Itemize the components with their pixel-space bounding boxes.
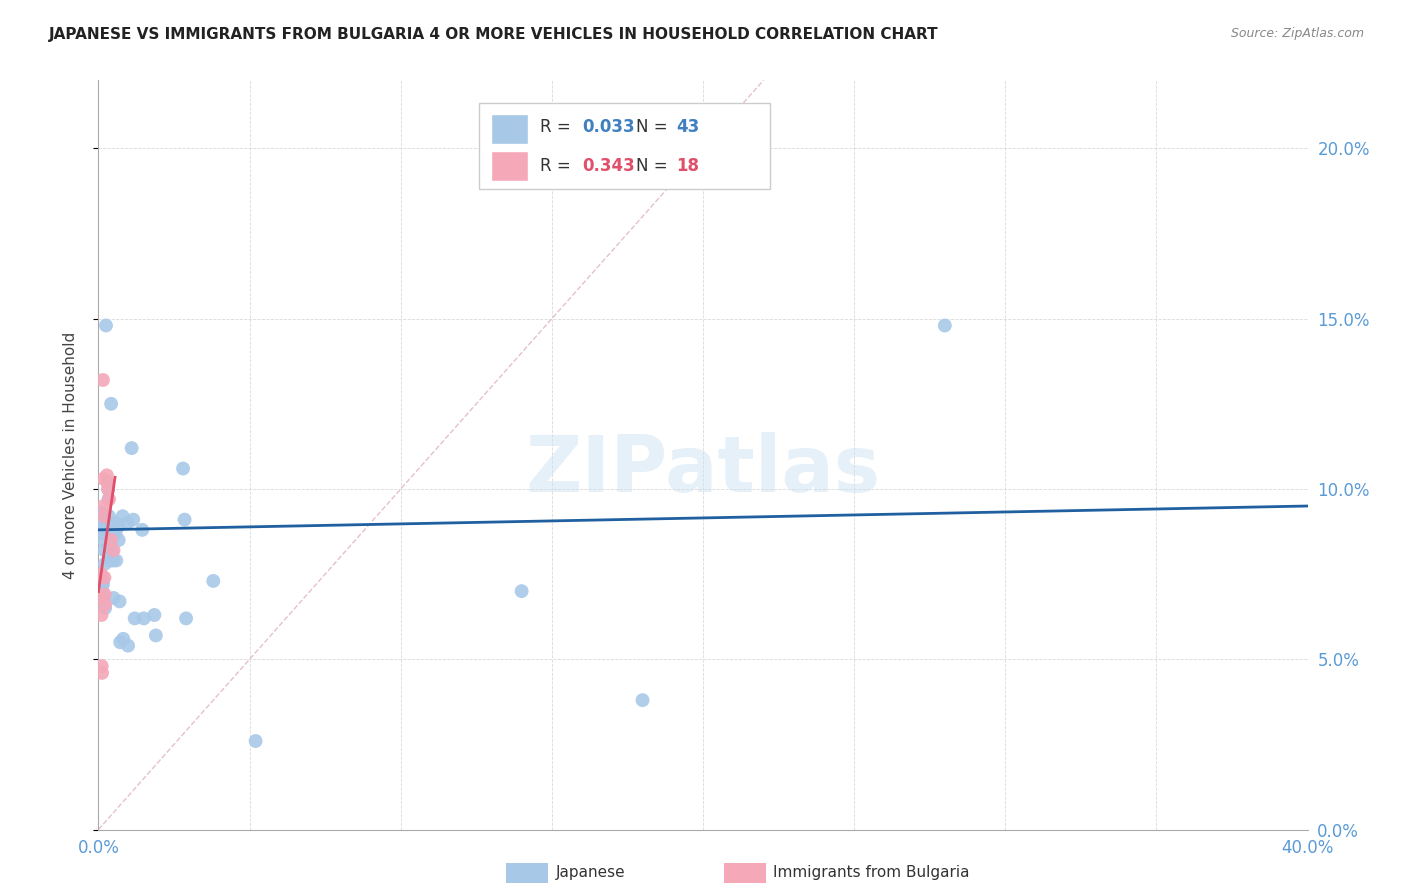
Point bbox=[94, 588, 117, 602]
Point bbox=[90, 607, 112, 622]
FancyBboxPatch shape bbox=[479, 103, 769, 189]
Point bbox=[108, 635, 131, 649]
Point bbox=[510, 584, 533, 599]
Text: 0.033: 0.033 bbox=[582, 119, 634, 136]
Point bbox=[90, 506, 112, 520]
Point bbox=[93, 519, 115, 533]
Point bbox=[107, 519, 129, 533]
Point bbox=[98, 509, 121, 524]
Point bbox=[202, 574, 225, 588]
Point bbox=[98, 492, 121, 507]
Point bbox=[98, 553, 121, 567]
Point bbox=[91, 584, 114, 599]
Point bbox=[96, 468, 118, 483]
Point bbox=[97, 492, 120, 507]
Point bbox=[91, 513, 114, 527]
Point bbox=[122, 513, 145, 527]
Point bbox=[91, 574, 114, 588]
Point bbox=[131, 523, 153, 537]
Point bbox=[90, 513, 112, 527]
Point bbox=[121, 441, 143, 455]
Point bbox=[98, 523, 121, 537]
Point bbox=[245, 734, 267, 748]
Text: Source: ZipAtlas.com: Source: ZipAtlas.com bbox=[1230, 27, 1364, 40]
Point bbox=[91, 577, 114, 591]
Text: Immigrants from Bulgaria: Immigrants from Bulgaria bbox=[773, 865, 970, 880]
Point bbox=[93, 533, 115, 547]
Text: 18: 18 bbox=[676, 158, 699, 176]
Point bbox=[103, 591, 125, 605]
Point bbox=[934, 318, 956, 333]
Point bbox=[93, 509, 115, 524]
Text: N =: N = bbox=[637, 158, 673, 176]
Point bbox=[90, 567, 112, 582]
Point bbox=[94, 601, 117, 615]
Text: JAPANESE VS IMMIGRANTS FROM BULGARIA 4 OR MORE VEHICLES IN HOUSEHOLD CORRELATION: JAPANESE VS IMMIGRANTS FROM BULGARIA 4 O… bbox=[49, 27, 939, 42]
Text: R =: R = bbox=[540, 158, 576, 176]
Point bbox=[91, 591, 114, 605]
Text: ZIPatlas: ZIPatlas bbox=[526, 432, 880, 508]
Point bbox=[90, 523, 112, 537]
Point bbox=[103, 543, 125, 558]
Point bbox=[172, 461, 194, 475]
FancyBboxPatch shape bbox=[492, 114, 527, 144]
Point bbox=[93, 570, 115, 584]
Text: 0.343: 0.343 bbox=[582, 158, 636, 176]
Point bbox=[93, 472, 115, 486]
Point bbox=[115, 516, 138, 530]
Point bbox=[132, 611, 155, 625]
Point bbox=[91, 373, 114, 387]
Point bbox=[94, 318, 117, 333]
Point bbox=[105, 553, 128, 567]
Point bbox=[107, 533, 129, 547]
FancyBboxPatch shape bbox=[492, 152, 527, 181]
Point bbox=[93, 543, 115, 558]
Point bbox=[143, 607, 166, 622]
Point bbox=[104, 516, 127, 530]
Point bbox=[96, 475, 118, 490]
Point bbox=[145, 628, 167, 642]
Point bbox=[101, 530, 124, 544]
Text: R =: R = bbox=[540, 119, 576, 136]
Point bbox=[101, 543, 124, 558]
Point bbox=[104, 526, 127, 541]
Point bbox=[90, 509, 112, 524]
Point bbox=[111, 509, 134, 524]
Point bbox=[124, 611, 146, 625]
Point bbox=[90, 523, 112, 537]
Point bbox=[98, 540, 121, 554]
Text: Japanese: Japanese bbox=[555, 865, 626, 880]
Y-axis label: 4 or more Vehicles in Household: 4 or more Vehicles in Household bbox=[63, 331, 77, 579]
Point bbox=[100, 533, 122, 547]
Point bbox=[90, 526, 112, 541]
Text: N =: N = bbox=[637, 119, 673, 136]
Point bbox=[100, 397, 122, 411]
Point bbox=[94, 598, 117, 612]
Point bbox=[174, 611, 197, 625]
Point bbox=[97, 482, 120, 496]
Point bbox=[90, 659, 112, 673]
Point bbox=[91, 506, 114, 520]
Point bbox=[94, 557, 117, 571]
Point bbox=[173, 513, 195, 527]
Point bbox=[91, 665, 114, 680]
Point bbox=[117, 639, 139, 653]
Point bbox=[108, 594, 131, 608]
Text: 43: 43 bbox=[676, 119, 700, 136]
Point bbox=[112, 632, 135, 646]
Point bbox=[93, 499, 115, 513]
Point bbox=[97, 482, 120, 496]
Point bbox=[90, 591, 112, 605]
Point bbox=[631, 693, 654, 707]
Point bbox=[103, 553, 125, 567]
Point bbox=[96, 475, 118, 490]
